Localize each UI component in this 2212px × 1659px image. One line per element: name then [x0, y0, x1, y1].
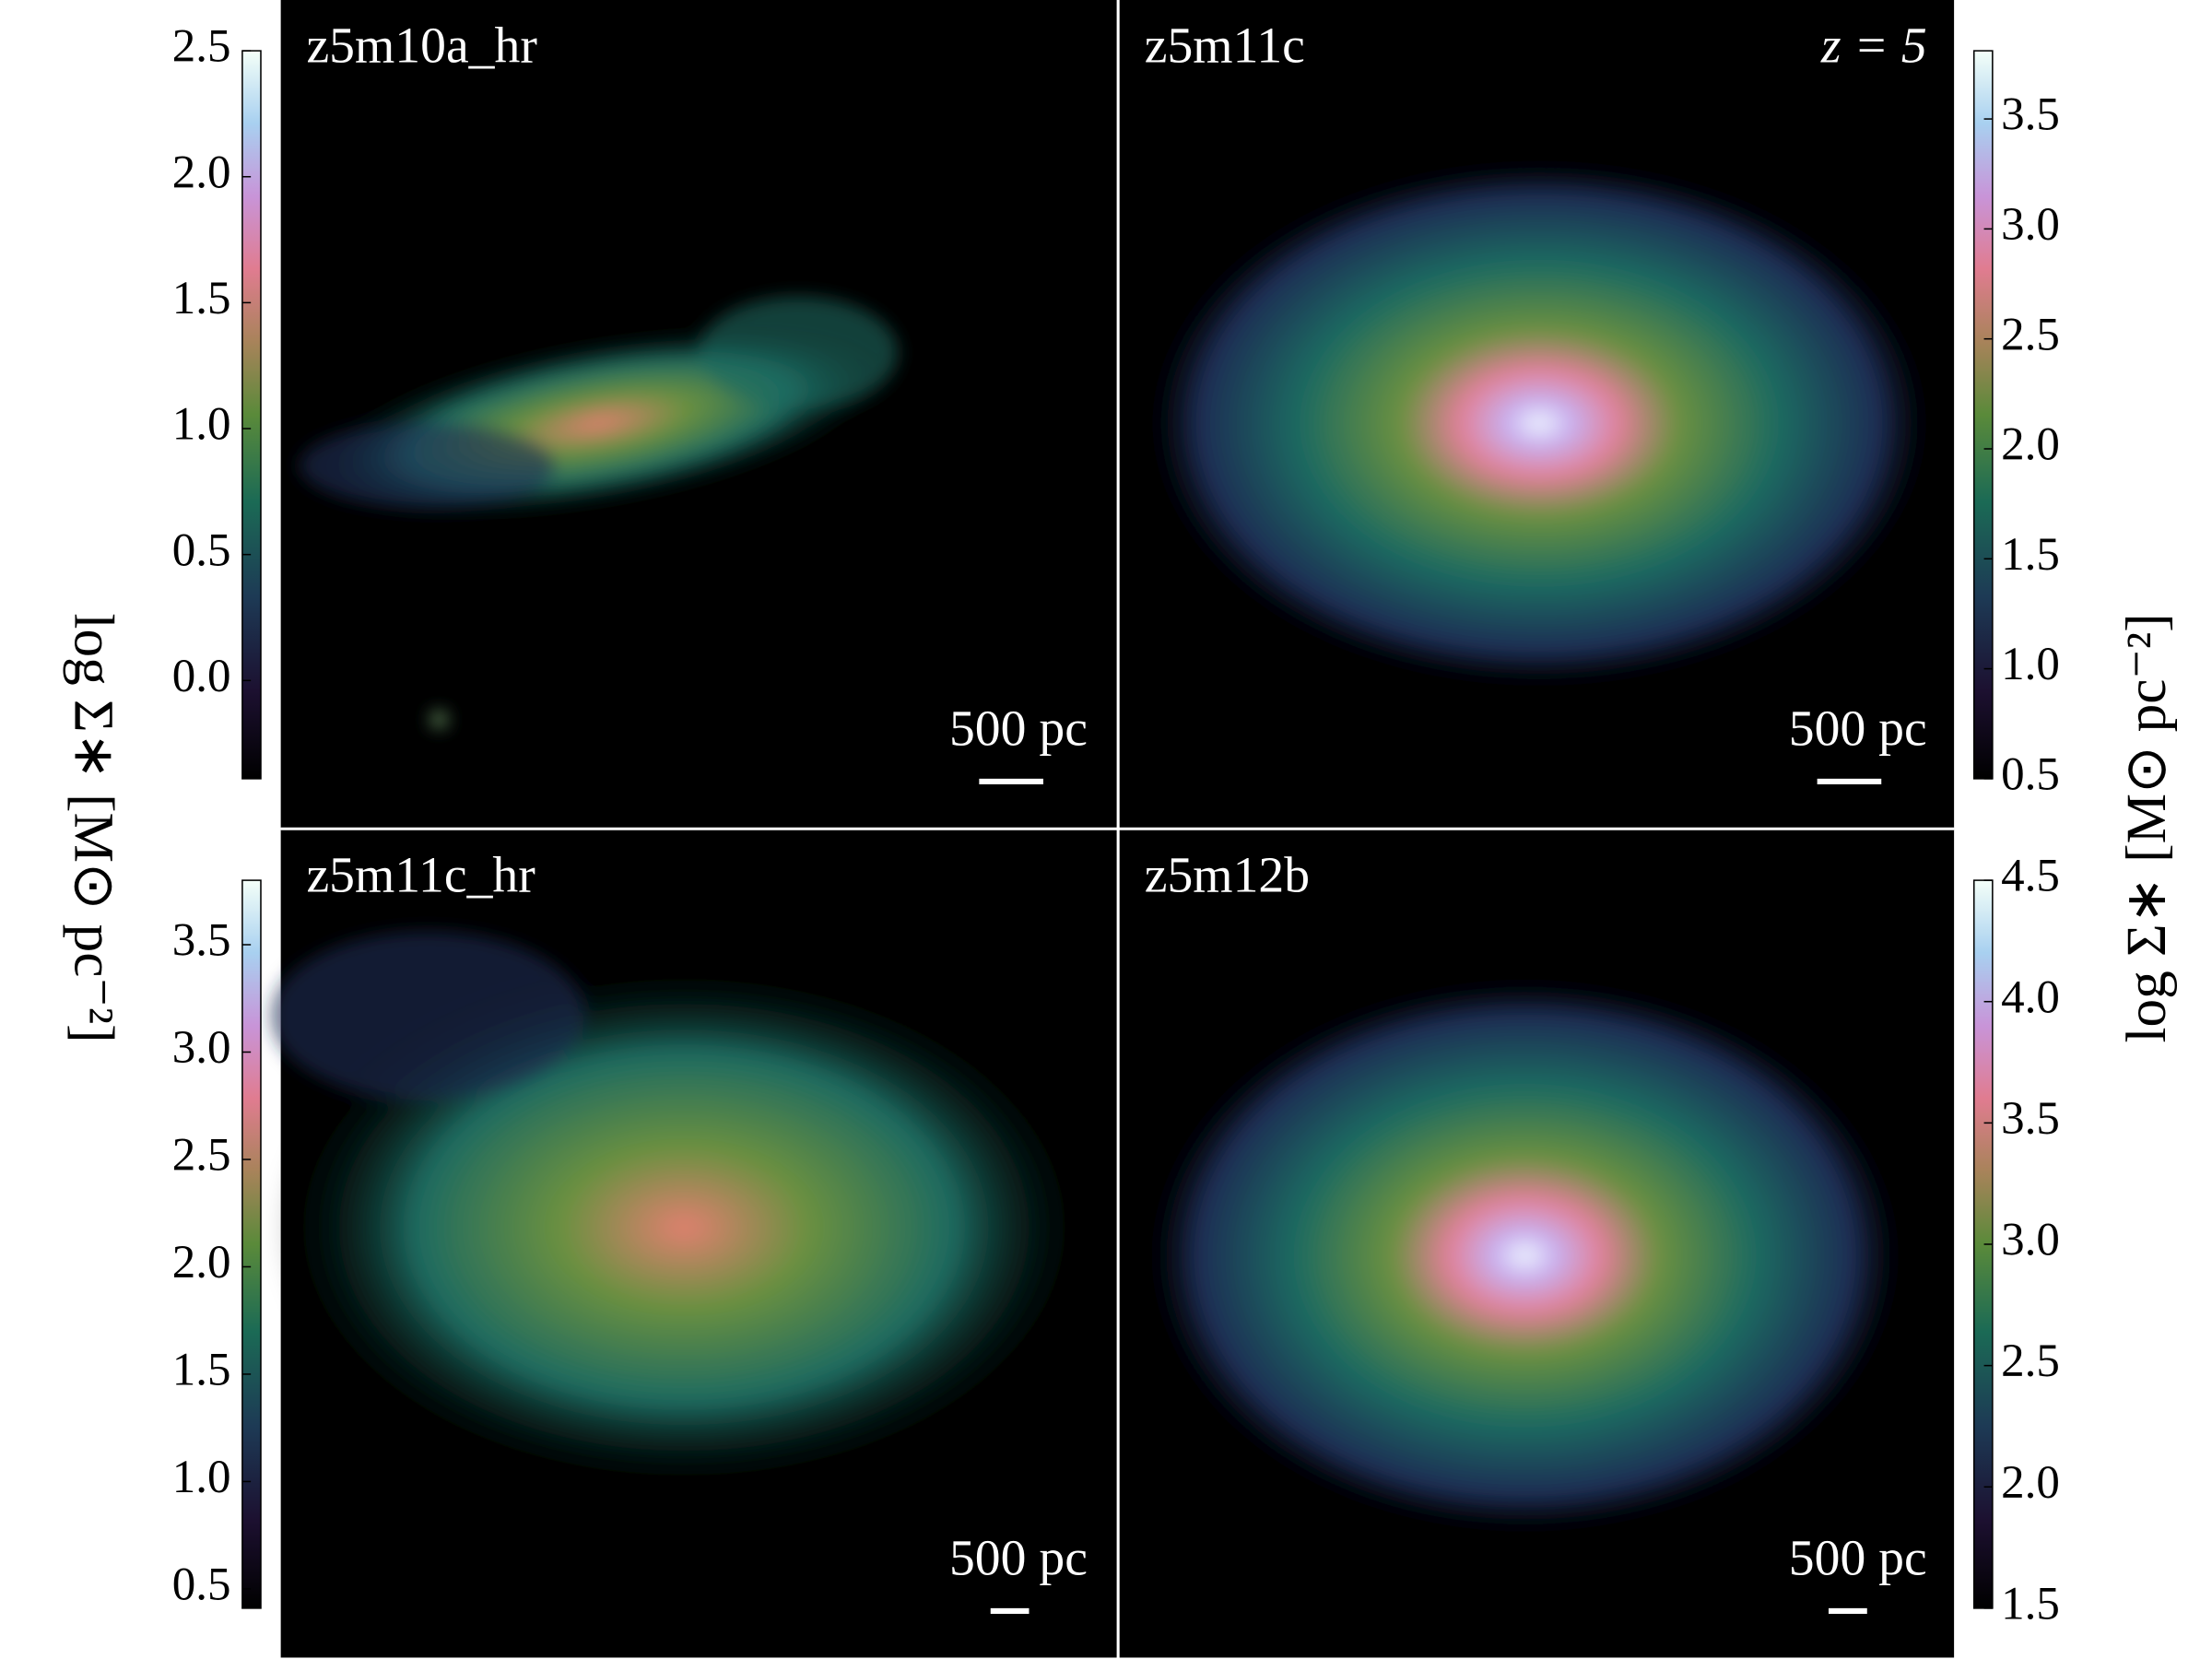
- tick-label: 1.0: [172, 1451, 231, 1502]
- redshift-label: z = 5: [1820, 18, 1927, 74]
- scale-label: 500 pc: [1789, 700, 1927, 757]
- tick-label: 0.0: [172, 650, 231, 701]
- tick-label: 0.5: [172, 1559, 231, 1610]
- tick-label: 4.5: [2001, 850, 2060, 901]
- colorbar-label: log Σ∗ [M⊙ pc⁻²]: [63, 613, 125, 1042]
- tick-label: 2.0: [172, 1236, 231, 1288]
- tick-label: 1.0: [2001, 638, 2060, 689]
- tick-label: 2.5: [172, 1129, 231, 1181]
- tick-label: 1.0: [172, 398, 231, 450]
- tick-label: 3.0: [172, 1021, 231, 1073]
- tick-label: 3.5: [2001, 1092, 2060, 1144]
- tick-label: 0.5: [2001, 748, 2060, 800]
- tick-label: 2.5: [172, 20, 231, 72]
- tick-label: 2.0: [2001, 418, 2060, 470]
- colorbar-label: log Σ∗ [M⊙ pc⁻²]: [2115, 613, 2178, 1042]
- tick-label: 4.0: [2001, 971, 2060, 1023]
- tick-label: 2.5: [2001, 1335, 2060, 1386]
- colorbar: [1972, 50, 1994, 780]
- colorbars: 0.0 0.5 1.0 1.5 2.0 2.5 0.5 1.0 1.5 2.0 2.5 3.0 3.5 0…: [172, 20, 2060, 1630]
- tick-label: 1.5: [2001, 528, 2060, 580]
- panel-label: z5m10a_hr: [306, 18, 536, 74]
- tick-label: 1.5: [2001, 1578, 2060, 1630]
- tick-label: 1.5: [172, 272, 231, 324]
- colorbar: [241, 879, 262, 1609]
- scale-label: 500 pc: [949, 1530, 1088, 1586]
- tick-label: 2.0: [172, 147, 231, 198]
- scale-label: 500 pc: [949, 700, 1088, 757]
- tick-label: 2.0: [2001, 1456, 2060, 1508]
- panel-label: z5m12b: [1145, 847, 1310, 903]
- tick-label: 3.0: [2001, 1214, 2060, 1265]
- tick-label: 3.0: [2001, 198, 2060, 250]
- tick-label: 1.5: [172, 1344, 231, 1395]
- panel-label: z5m11c: [1145, 18, 1305, 74]
- scale-label: 500 pc: [1789, 1530, 1927, 1586]
- tick-label: 3.5: [2001, 88, 2060, 140]
- colorbar: [241, 50, 262, 780]
- tick-label: 2.5: [2001, 309, 2060, 360]
- panel-label: z5m11c_hr: [306, 847, 535, 903]
- galaxy-rendering: [270, 155, 1939, 1538]
- tick-label: 0.5: [172, 524, 231, 576]
- tick-label: 3.5: [172, 914, 231, 966]
